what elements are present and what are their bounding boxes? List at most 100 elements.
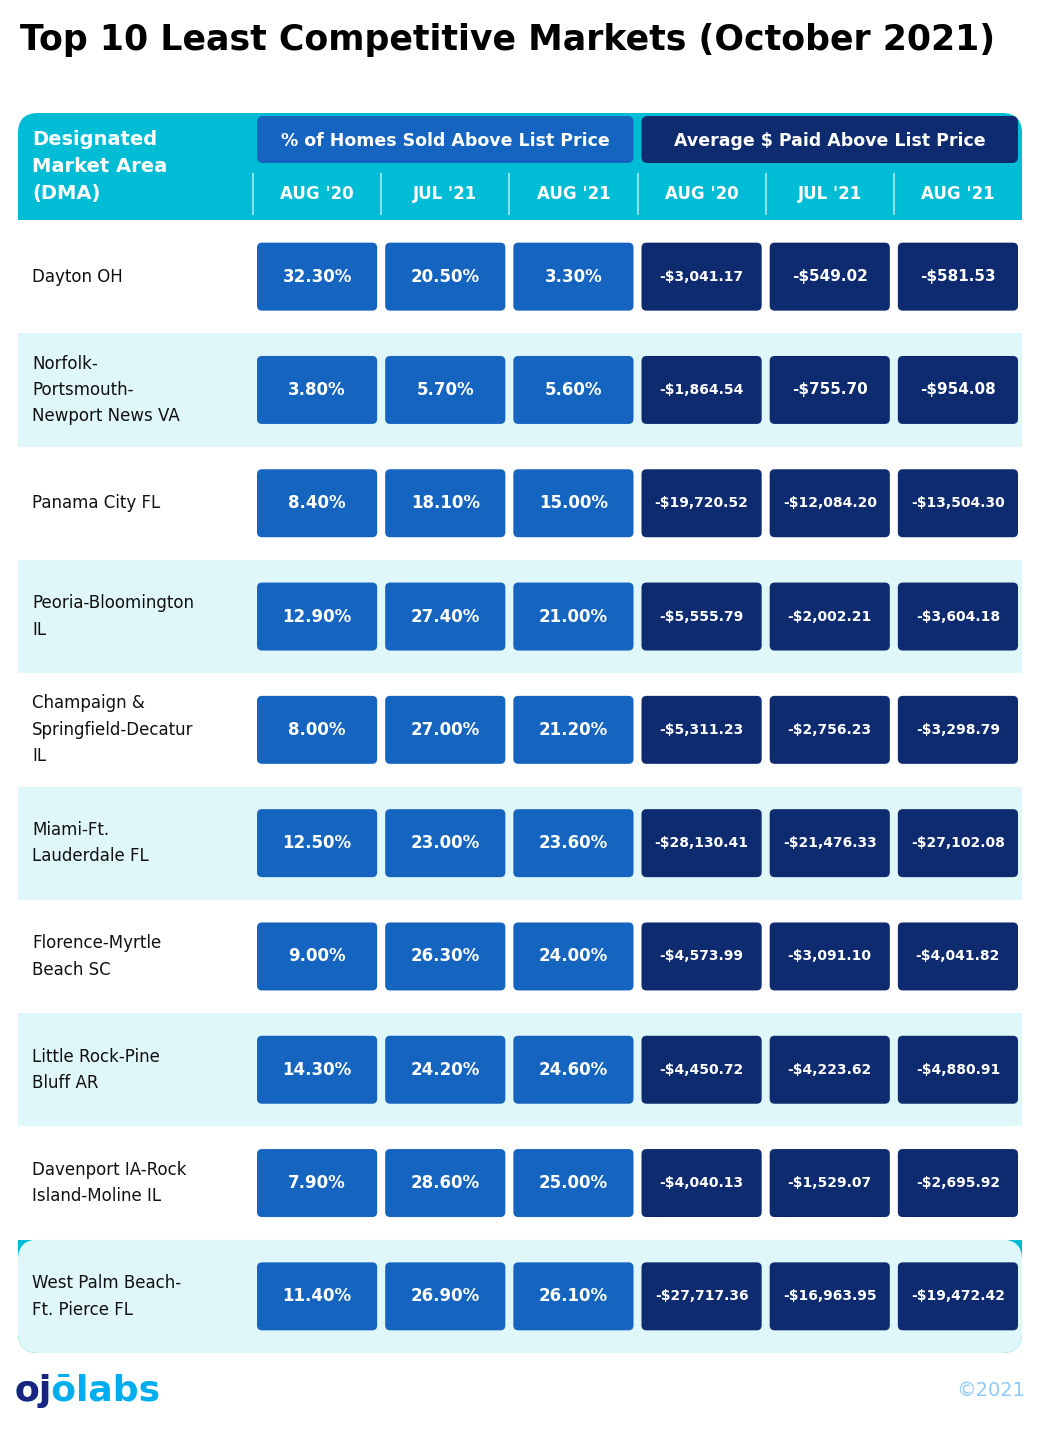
FancyBboxPatch shape: [642, 1149, 761, 1217]
Text: oj: oj: [15, 1374, 52, 1409]
Text: 7.90%: 7.90%: [288, 1174, 346, 1192]
FancyBboxPatch shape: [642, 1036, 761, 1103]
Bar: [18, 560, 1022, 674]
FancyBboxPatch shape: [385, 1149, 505, 1217]
FancyBboxPatch shape: [257, 1262, 378, 1330]
FancyBboxPatch shape: [514, 923, 633, 990]
Text: -$19,720.52: -$19,720.52: [654, 496, 749, 510]
FancyBboxPatch shape: [770, 355, 890, 424]
Text: 12.90%: 12.90%: [283, 608, 352, 626]
FancyBboxPatch shape: [898, 696, 1018, 764]
Text: 23.00%: 23.00%: [411, 834, 479, 853]
FancyBboxPatch shape: [770, 242, 890, 311]
Text: -$3,298.79: -$3,298.79: [916, 722, 999, 737]
FancyBboxPatch shape: [514, 1036, 633, 1103]
Text: -$581.53: -$581.53: [920, 269, 995, 284]
Text: -$2,002.21: -$2,002.21: [787, 609, 872, 623]
Text: -$21,476.33: -$21,476.33: [783, 835, 877, 850]
Text: 28.60%: 28.60%: [411, 1174, 479, 1192]
Text: JUL '21: JUL '21: [798, 185, 862, 203]
Text: 3.30%: 3.30%: [545, 268, 602, 285]
Text: 8.00%: 8.00%: [288, 721, 346, 739]
Text: JUL '21: JUL '21: [413, 185, 477, 203]
Text: -$755.70: -$755.70: [791, 383, 867, 397]
Text: 11.40%: 11.40%: [283, 1287, 352, 1305]
Text: AUG '21: AUG '21: [921, 185, 994, 203]
FancyBboxPatch shape: [257, 696, 378, 764]
FancyBboxPatch shape: [514, 1262, 633, 1330]
Text: Florence-Myrtle
Beach SC: Florence-Myrtle Beach SC: [32, 934, 161, 979]
Text: Average $ Paid Above List Price: Average $ Paid Above List Price: [674, 132, 986, 149]
FancyBboxPatch shape: [642, 242, 761, 311]
FancyBboxPatch shape: [898, 469, 1018, 537]
FancyBboxPatch shape: [257, 469, 378, 537]
Text: -$2,695.92: -$2,695.92: [916, 1176, 1000, 1189]
FancyBboxPatch shape: [514, 696, 633, 764]
FancyBboxPatch shape: [770, 810, 890, 877]
FancyBboxPatch shape: [514, 242, 633, 311]
FancyBboxPatch shape: [514, 469, 633, 537]
Text: -$27,717.36: -$27,717.36: [655, 1290, 749, 1304]
FancyBboxPatch shape: [257, 355, 378, 424]
Text: -$3,604.18: -$3,604.18: [916, 609, 1000, 623]
Text: -$12,084.20: -$12,084.20: [783, 496, 877, 510]
FancyBboxPatch shape: [257, 810, 378, 877]
FancyBboxPatch shape: [642, 696, 761, 764]
FancyBboxPatch shape: [385, 696, 505, 764]
Text: Davenport IA-Rock
Island-Moline IL: Davenport IA-Rock Island-Moline IL: [32, 1161, 186, 1205]
FancyBboxPatch shape: [385, 469, 505, 537]
Text: -$1,529.07: -$1,529.07: [787, 1176, 872, 1189]
Text: -$954.08: -$954.08: [920, 383, 995, 397]
Bar: [18, 1126, 1022, 1240]
FancyBboxPatch shape: [257, 116, 633, 163]
FancyBboxPatch shape: [642, 1262, 761, 1330]
FancyBboxPatch shape: [257, 923, 378, 990]
Bar: [18, 447, 1022, 560]
FancyBboxPatch shape: [770, 923, 890, 990]
Text: 27.00%: 27.00%: [411, 721, 479, 739]
Bar: [18, 221, 1022, 334]
Text: -$2,756.23: -$2,756.23: [787, 722, 872, 737]
FancyBboxPatch shape: [898, 355, 1018, 424]
Text: Norfolk-
Portsmouth-
Newport News VA: Norfolk- Portsmouth- Newport News VA: [32, 354, 180, 426]
FancyBboxPatch shape: [385, 583, 505, 651]
Text: Panama City FL: Panama City FL: [32, 494, 160, 512]
FancyBboxPatch shape: [257, 242, 378, 311]
Text: 21.00%: 21.00%: [539, 608, 608, 626]
Text: 24.00%: 24.00%: [539, 947, 608, 966]
Text: West Palm Beach-
Ft. Pierce FL: West Palm Beach- Ft. Pierce FL: [32, 1274, 181, 1318]
Text: 3.80%: 3.80%: [288, 381, 346, 398]
Text: Designated
Market Area
(DMA): Designated Market Area (DMA): [32, 130, 167, 203]
FancyBboxPatch shape: [385, 242, 505, 311]
Text: Peoria-Bloomington
IL: Peoria-Bloomington IL: [32, 595, 194, 639]
Text: -$19,472.42: -$19,472.42: [911, 1290, 1005, 1304]
FancyBboxPatch shape: [385, 1262, 505, 1330]
Text: AUG '20: AUG '20: [665, 185, 738, 203]
Text: -$4,880.91: -$4,880.91: [916, 1063, 1000, 1076]
FancyBboxPatch shape: [514, 583, 633, 651]
Bar: [18, 674, 1022, 787]
Bar: [18, 334, 1022, 447]
FancyBboxPatch shape: [18, 113, 1022, 1353]
Text: 23.60%: 23.60%: [539, 834, 608, 853]
FancyBboxPatch shape: [898, 1036, 1018, 1103]
Text: 26.90%: 26.90%: [411, 1287, 479, 1305]
Text: -$5,311.23: -$5,311.23: [659, 722, 744, 737]
Text: -$27,102.08: -$27,102.08: [911, 835, 1005, 850]
Text: -$4,450.72: -$4,450.72: [659, 1063, 744, 1076]
Text: ojōlabs: ojōlabs: [15, 1374, 161, 1409]
Text: Dayton OH: Dayton OH: [32, 268, 123, 285]
FancyBboxPatch shape: [514, 1149, 633, 1217]
Text: -$28,130.41: -$28,130.41: [654, 835, 749, 850]
Text: % of Homes Sold Above List Price: % of Homes Sold Above List Price: [281, 132, 609, 149]
FancyBboxPatch shape: [514, 810, 633, 877]
Text: 20.50%: 20.50%: [411, 268, 479, 285]
FancyBboxPatch shape: [642, 923, 761, 990]
Text: -$3,041.17: -$3,041.17: [659, 269, 744, 284]
FancyBboxPatch shape: [385, 810, 505, 877]
FancyBboxPatch shape: [385, 923, 505, 990]
FancyBboxPatch shape: [770, 1036, 890, 1103]
FancyBboxPatch shape: [898, 1149, 1018, 1217]
Text: 32.30%: 32.30%: [283, 268, 352, 285]
FancyBboxPatch shape: [770, 469, 890, 537]
